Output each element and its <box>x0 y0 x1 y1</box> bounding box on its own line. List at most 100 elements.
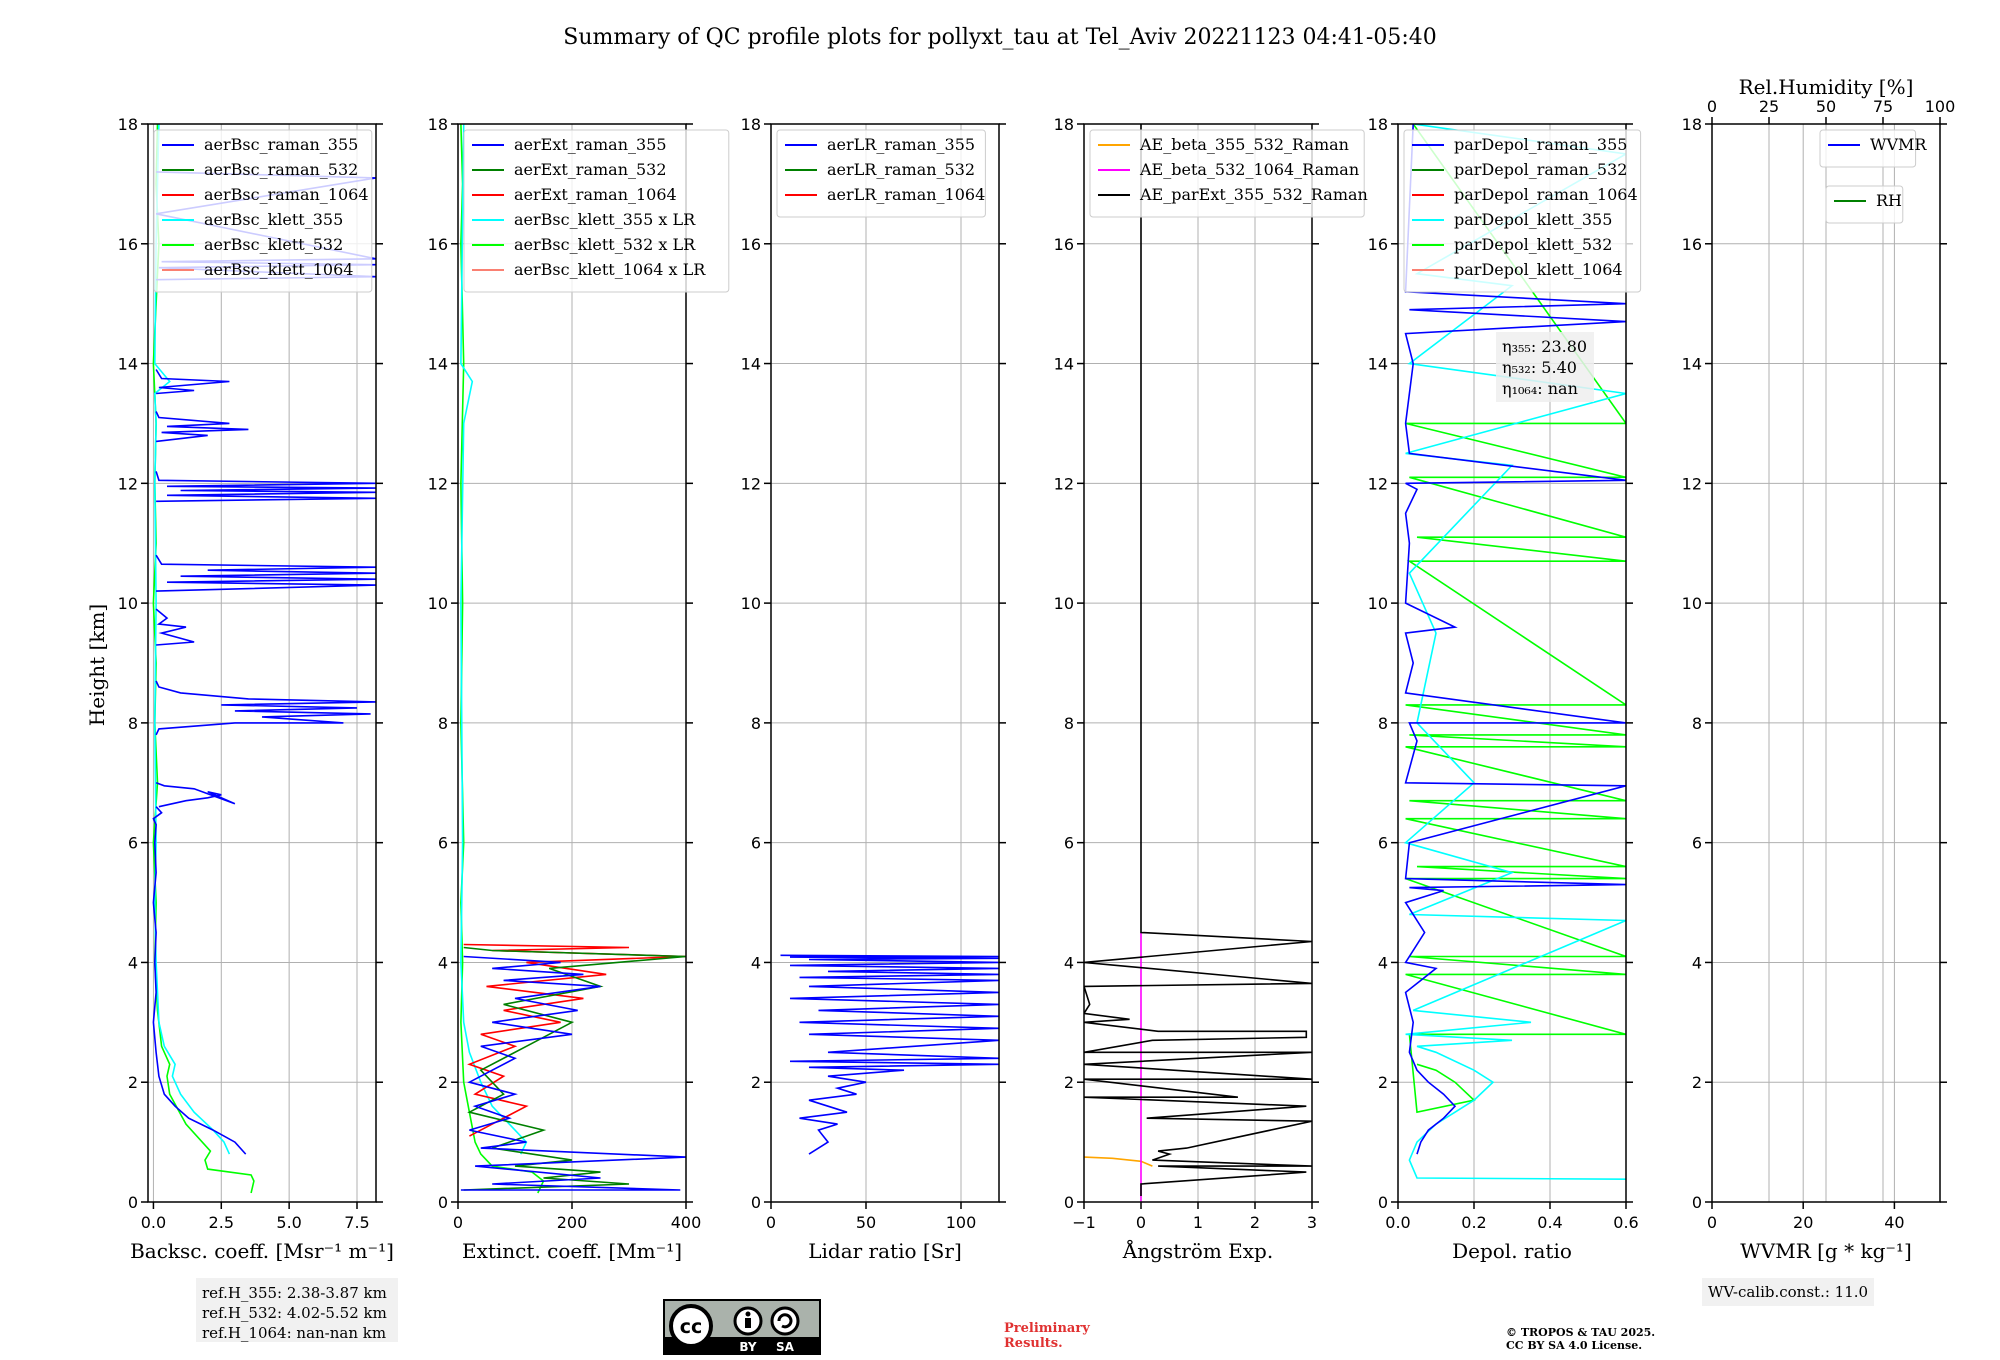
series-line-AE_beta_355_532_Raman <box>1084 1156 1153 1167</box>
series-line-parDepol_klett_355 <box>1403 124 1626 1180</box>
series-line-aerBsc_raman_355 <box>155 680 376 736</box>
y-tick-label: 18 <box>1054 115 1074 134</box>
copyright-line-1: © TROPOS & TAU 2025. <box>1506 1326 1655 1339</box>
series-group <box>1403 124 1626 1180</box>
legend-entry: parDepol_raman_532 <box>1454 160 1627 179</box>
ref-height-532: ref.H_532: 4.02-5.52 km <box>202 1304 387 1322</box>
y-tick-label: 6 <box>1378 834 1388 853</box>
series-line-aerBsc_raman_355 <box>155 411 249 443</box>
y-tick-label: 2 <box>1064 1073 1074 1092</box>
panel-5: 0 2 4 6 8 10 12 14 16 18 0.0 0.2 0.4 0.6 Depol. ratio p… <box>1368 115 1642 1263</box>
legend: aerBsc_raman_355 aerBsc_raman_532 aerBsc_r… <box>153 129 373 293</box>
panel-3: 0 2 4 6 8 10 12 14 16 18 0 50 100 Lidar ratio [Sr] aer… <box>741 115 1006 1263</box>
series-line-parDepol_klett_532 <box>1405 124 1626 1114</box>
series-line-aerExt_raman_355 <box>460 955 686 1191</box>
legend: aerExt_raman_355 aerExt_raman_532 aerExt_r… <box>463 129 730 293</box>
legend-entry: aerLR_raman_1064 <box>827 185 985 204</box>
y-tick-label: 16 <box>741 235 761 254</box>
preliminary-line-2: Results. <box>1004 1336 1063 1351</box>
series-group <box>780 954 999 1155</box>
y-tick-label: 16 <box>428 235 448 254</box>
y-tick-label: 6 <box>1692 834 1702 853</box>
grid <box>770 123 999 1203</box>
legend-entry: aerBsc_klett_532 x LR <box>514 235 696 254</box>
x-axis-label: Lidar ratio [Sr] <box>808 1239 962 1263</box>
y-tick-label: 12 <box>428 474 448 493</box>
y-tick-label: 14 <box>741 355 761 374</box>
cc-license-badge: cc BY SA <box>663 1299 821 1355</box>
x-tick-label: 5.0 <box>276 1213 301 1232</box>
top-x-tick-label: 50 <box>1816 97 1836 116</box>
y-tick-label: 4 <box>1692 953 1702 972</box>
axes-frame <box>770 123 1000 1203</box>
y-tick-label: 8 <box>1064 714 1074 733</box>
series-line-aerBsc_raman_355 <box>155 471 376 503</box>
wv-calib-text: WV-calib.const.: 11.0 <box>1708 1283 1868 1301</box>
x-axis-label: Ångström Exp. <box>1122 1238 1273 1263</box>
y-tick-label: 16 <box>1682 235 1702 254</box>
y-tick-label: 4 <box>751 953 761 972</box>
x-tick-label: 7.5 <box>344 1213 369 1232</box>
y-tick-label: 8 <box>128 714 138 733</box>
series-group <box>460 124 686 1194</box>
eta-value: η₁₀₆₄: nan <box>1502 379 1578 398</box>
legend-entry: aerBsc_klett_532 <box>204 235 343 254</box>
series-line-parDepol_raman_355 <box>1404 124 1626 1155</box>
cc-icon-text: cc <box>680 1316 703 1338</box>
legend: WVMR <box>1819 129 1927 168</box>
x-tick-label: 50 <box>856 1213 876 1232</box>
series-line-aerBsc_raman_355 <box>155 369 230 395</box>
x-tick-label: 0 <box>1136 1213 1146 1232</box>
series-line-aerBsc_klett_355 <box>153 124 231 1155</box>
legend-entry: WVMR <box>1870 135 1927 154</box>
x-tick-label: −1 <box>1072 1213 1096 1232</box>
legend-entry: aerExt_raman_355 <box>514 135 667 154</box>
legend-entry: parDepol_klett_355 <box>1454 210 1612 229</box>
legend-entry: AE_parExt_355_532_Raman <box>1139 185 1368 204</box>
sa-label: SA <box>776 1340 795 1354</box>
y-tick-label: 8 <box>1692 714 1702 733</box>
x-axis-label: WVMR [g * kg⁻¹] <box>1740 1239 1912 1263</box>
series-group <box>1084 124 1312 1202</box>
legend-entry: AE_beta_355_532_Raman <box>1139 135 1349 154</box>
y-tick-label: 14 <box>118 355 138 374</box>
y-tick-label: 16 <box>1054 235 1074 254</box>
y-tick-label: 4 <box>438 953 448 972</box>
legend-entry: aerBsc_klett_355 <box>204 210 343 229</box>
y-tick-label: 14 <box>1054 355 1074 374</box>
y-tick-label: 10 <box>741 594 761 613</box>
eta-value: η₅₃₂: 5.40 <box>1502 358 1577 377</box>
y-tick-label: 6 <box>438 834 448 853</box>
legend: aerLR_raman_355 aerLR_raman_532 aerLR_rama… <box>776 129 986 218</box>
legend-box <box>153 129 373 293</box>
series-line-aerBsc_klett_532 <box>152 124 255 1194</box>
y-tick-label: 8 <box>751 714 761 733</box>
legend-box <box>1089 129 1365 218</box>
y-tick-label: 18 <box>1368 115 1388 134</box>
legend: parDepol_raman_355 parDepol_raman_532 parD… <box>1403 129 1642 293</box>
y-tick-label: 6 <box>1064 834 1074 853</box>
y-tick-label: 0 <box>128 1193 138 1212</box>
y-tick-label: 4 <box>1064 953 1074 972</box>
y-tick-label: 0 <box>751 1193 761 1212</box>
x-tick-label: 0 <box>1707 1213 1717 1232</box>
wv-calib-note: WV-calib.const.: 11.0 <box>1702 1278 1874 1306</box>
legend-entry: aerBsc_klett_1064 <box>204 260 353 279</box>
y-tick-label: 0 <box>1378 1193 1388 1212</box>
y-tick-label: 12 <box>1682 474 1702 493</box>
x-tick-label: 2 <box>1250 1213 1260 1232</box>
legend-entry: aerBsc_raman_1064 <box>204 185 369 204</box>
series-line-aerExt_raman_532 <box>463 946 686 1191</box>
legend-entry: parDepol_klett_532 <box>1454 235 1612 254</box>
legend-entry: aerExt_raman_1064 <box>514 185 677 204</box>
panel-1: 0 2 4 6 8 10 12 14 16 18 0.0 2.5 5.0 7.5 Backsc. coeff… <box>118 115 394 1263</box>
series-line-aerBsc_raman_355 <box>155 782 236 808</box>
cc-icon <box>669 1304 713 1348</box>
series-line-AE_parExt_355_532_Raman <box>1084 124 1312 1196</box>
x-tick-label: 0.2 <box>1461 1213 1486 1232</box>
y-tick-label: 4 <box>1378 953 1388 972</box>
y-tick-label: 8 <box>1378 714 1388 733</box>
figure-title: Summary of QC profile plots for pollyxt_… <box>563 25 1436 50</box>
y-tick-label: 12 <box>1054 474 1074 493</box>
